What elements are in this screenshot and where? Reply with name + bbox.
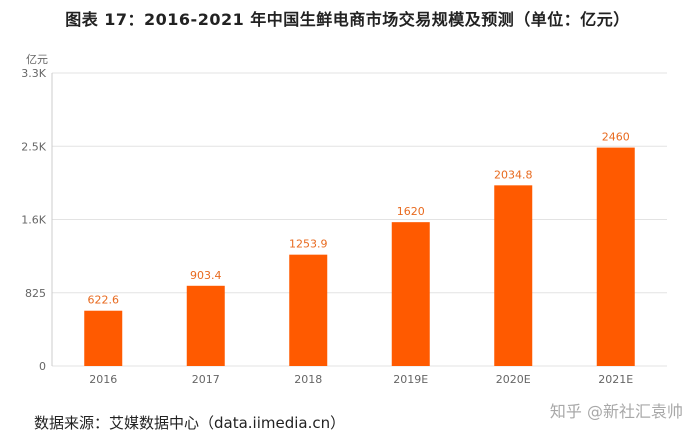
bar bbox=[289, 254, 328, 366]
y-tick-label: 3.3K bbox=[21, 67, 46, 80]
x-tick-label: 2021E bbox=[598, 373, 633, 386]
bar bbox=[186, 285, 225, 366]
grid-lines bbox=[52, 72, 667, 367]
bar bbox=[84, 310, 123, 366]
bar bbox=[596, 147, 635, 366]
y-tick-label: 2.5K bbox=[21, 140, 46, 153]
value-labels: 622.6 903.4 1253.9 1620 2034.8 2460 bbox=[88, 131, 630, 307]
x-tick-label: 2020E bbox=[496, 373, 531, 386]
bar bbox=[494, 185, 533, 366]
data-label: 903.4 bbox=[190, 269, 222, 282]
bars bbox=[84, 147, 635, 366]
data-label: 1620 bbox=[397, 205, 425, 218]
chart-title: 图表 17：2016-2021 年中国生鲜电商市场交易规模及预测（单位：亿元） bbox=[65, 10, 630, 29]
bar bbox=[391, 222, 430, 366]
watermark: 知乎 @新社汇袁帅 bbox=[549, 402, 683, 421]
y-tick-label: 0 bbox=[39, 360, 46, 373]
y-axis: 亿元 0 825 1.6K 2.5K 3.3K bbox=[21, 53, 53, 373]
x-tick-label: 2019E bbox=[393, 373, 428, 386]
data-label: 2034.8 bbox=[494, 168, 533, 181]
y-tick-label: 1.6K bbox=[21, 214, 46, 227]
x-tick-label: 2018 bbox=[294, 373, 322, 386]
data-source: 数据来源：艾媒数据中心（data.iimedia.cn） bbox=[34, 414, 346, 432]
y-tick-label: 825 bbox=[25, 287, 46, 300]
data-label: 1253.9 bbox=[289, 238, 328, 251]
data-label: 2460 bbox=[602, 131, 630, 144]
y-axis-unit: 亿元 bbox=[26, 53, 48, 66]
x-tick-label: 2016 bbox=[89, 373, 117, 386]
x-axis: 2016 2017 2018 2019E 2020E 2021E bbox=[89, 373, 633, 386]
x-tick-label: 2017 bbox=[192, 373, 220, 386]
data-label: 622.6 bbox=[88, 294, 120, 307]
